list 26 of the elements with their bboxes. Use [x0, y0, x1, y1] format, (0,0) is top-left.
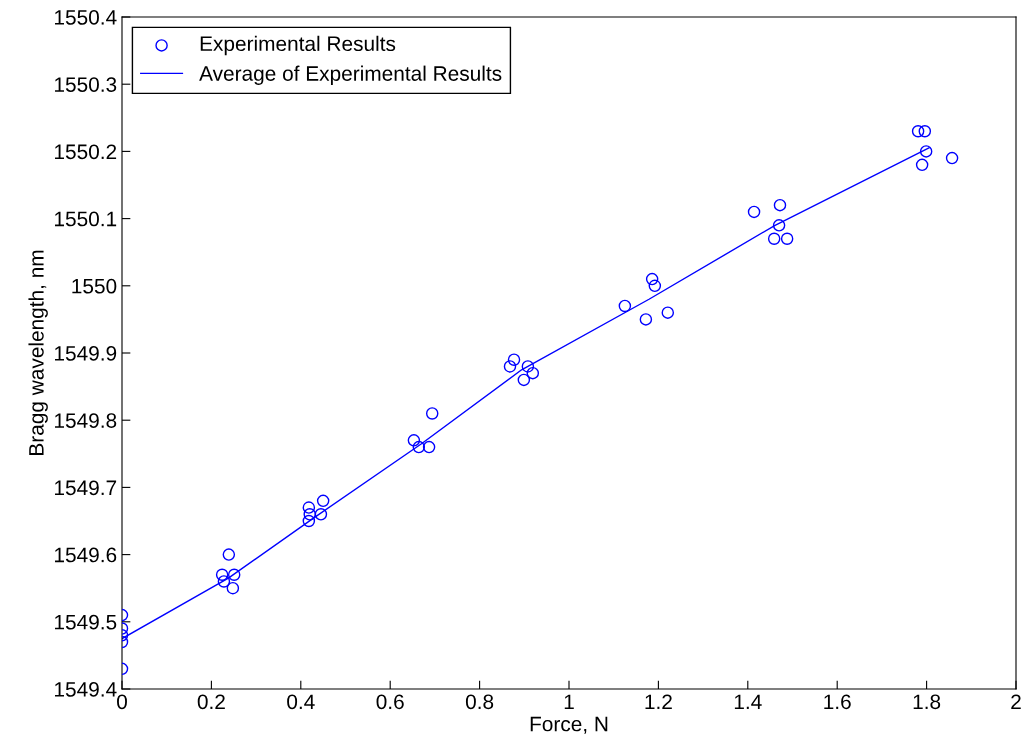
y-tick-label: 1550 — [72, 278, 117, 294]
legend-label: Average of Experimental Results — [199, 65, 502, 86]
legend-label: Experimental Results — [200, 35, 396, 56]
y-tick-label: 1549.7 — [55, 480, 117, 496]
x-axis-title: Force, N — [530, 716, 608, 734]
x-tick-label: 0.8 — [465, 694, 494, 710]
x-tick-label: 1.6 — [824, 694, 851, 710]
y-tick-label: 1549.5 — [55, 614, 117, 630]
x-tick-label: 1.4 — [734, 694, 762, 709]
x-tick-label: 0 — [117, 694, 127, 710]
x-tick-label: 0.4 — [287, 694, 315, 710]
x-tick-label: 0.2 — [197, 694, 225, 710]
y-tick-label: 1550.1 — [55, 211, 117, 227]
x-tick-label: 1.2 — [645, 694, 672, 709]
y-tick-label: 1549.4 — [55, 682, 117, 697]
x-tick-label: 2 — [1011, 694, 1021, 709]
y-tick-label: 1550.2 — [55, 144, 117, 160]
x-tick-label: 1 — [564, 694, 574, 709]
y-tick-label: 1550.3 — [55, 77, 117, 92]
y-tick-label: 1549.6 — [55, 547, 117, 563]
x-tick-label: 1.8 — [913, 694, 941, 710]
y-tick-label: 1549.9 — [55, 346, 117, 361]
y-tick-label: 1549.8 — [55, 413, 117, 428]
x-tick-label: 0.6 — [376, 694, 404, 710]
y-tick-label: 1550.4 — [55, 10, 117, 25]
y-axis-title: Bragg wavelength, nm — [28, 250, 48, 455]
